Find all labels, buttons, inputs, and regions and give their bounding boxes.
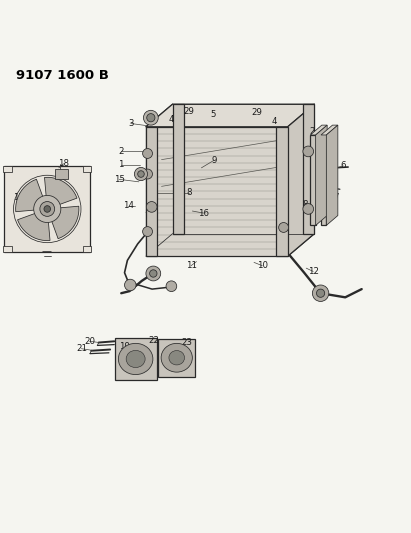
Circle shape <box>303 204 314 214</box>
Text: 11: 11 <box>186 261 196 270</box>
Text: 4: 4 <box>272 117 277 126</box>
Polygon shape <box>321 135 326 225</box>
Text: 2: 2 <box>309 127 315 136</box>
Circle shape <box>150 270 157 277</box>
Text: 1: 1 <box>118 160 124 169</box>
Polygon shape <box>303 104 314 233</box>
Polygon shape <box>146 127 157 256</box>
Text: 18: 18 <box>58 159 69 168</box>
Circle shape <box>279 222 289 232</box>
Circle shape <box>44 206 51 212</box>
Text: 20: 20 <box>84 337 95 346</box>
Text: 29: 29 <box>184 107 194 116</box>
Text: 13: 13 <box>148 212 158 221</box>
FancyBboxPatch shape <box>55 168 68 179</box>
Polygon shape <box>321 125 338 135</box>
Polygon shape <box>16 179 44 212</box>
Ellipse shape <box>118 343 153 375</box>
Text: 29: 29 <box>252 108 262 117</box>
Text: 22: 22 <box>149 336 159 345</box>
Polygon shape <box>51 206 79 239</box>
Circle shape <box>143 227 152 237</box>
Polygon shape <box>310 135 316 225</box>
Circle shape <box>143 110 158 125</box>
FancyBboxPatch shape <box>115 337 157 381</box>
Circle shape <box>166 281 177 292</box>
Text: 3: 3 <box>128 119 134 128</box>
Polygon shape <box>173 104 184 233</box>
Polygon shape <box>310 125 327 135</box>
Circle shape <box>303 146 314 157</box>
Text: 10: 10 <box>257 261 268 270</box>
FancyBboxPatch shape <box>3 166 12 172</box>
FancyBboxPatch shape <box>83 166 91 172</box>
Circle shape <box>125 279 136 290</box>
Text: 7: 7 <box>333 193 339 202</box>
FancyBboxPatch shape <box>83 246 91 252</box>
Circle shape <box>143 169 152 179</box>
Text: 21: 21 <box>76 344 87 353</box>
FancyBboxPatch shape <box>4 166 90 252</box>
Text: 14: 14 <box>123 201 134 210</box>
Text: 2: 2 <box>118 147 124 156</box>
FancyBboxPatch shape <box>3 246 12 252</box>
Text: 8: 8 <box>302 200 308 209</box>
Text: 4: 4 <box>169 115 175 124</box>
Text: 6: 6 <box>340 161 346 171</box>
Polygon shape <box>326 125 338 225</box>
Circle shape <box>134 167 148 181</box>
Circle shape <box>138 171 144 177</box>
Polygon shape <box>146 127 288 256</box>
Circle shape <box>147 114 155 122</box>
Polygon shape <box>276 127 288 256</box>
Text: 15: 15 <box>114 175 125 184</box>
Circle shape <box>143 149 152 158</box>
Text: 9107 1600 B: 9107 1600 B <box>16 69 109 82</box>
Circle shape <box>146 266 161 281</box>
Text: 5: 5 <box>210 110 216 119</box>
Text: 8: 8 <box>186 188 192 197</box>
Text: 17: 17 <box>13 193 23 202</box>
Polygon shape <box>288 104 314 256</box>
FancyBboxPatch shape <box>158 339 195 377</box>
Text: 12: 12 <box>308 267 319 276</box>
Circle shape <box>34 196 61 222</box>
Ellipse shape <box>161 343 192 372</box>
Polygon shape <box>316 125 327 225</box>
Text: 23: 23 <box>182 338 192 347</box>
Circle shape <box>146 201 157 212</box>
Text: 16: 16 <box>198 208 209 217</box>
Ellipse shape <box>126 350 145 368</box>
Circle shape <box>316 289 325 297</box>
Ellipse shape <box>169 351 185 365</box>
Polygon shape <box>44 177 77 206</box>
Circle shape <box>312 285 329 302</box>
Text: 9: 9 <box>211 156 217 165</box>
Polygon shape <box>18 212 50 240</box>
Polygon shape <box>146 104 314 127</box>
Circle shape <box>40 201 55 216</box>
Text: 19: 19 <box>119 342 129 351</box>
